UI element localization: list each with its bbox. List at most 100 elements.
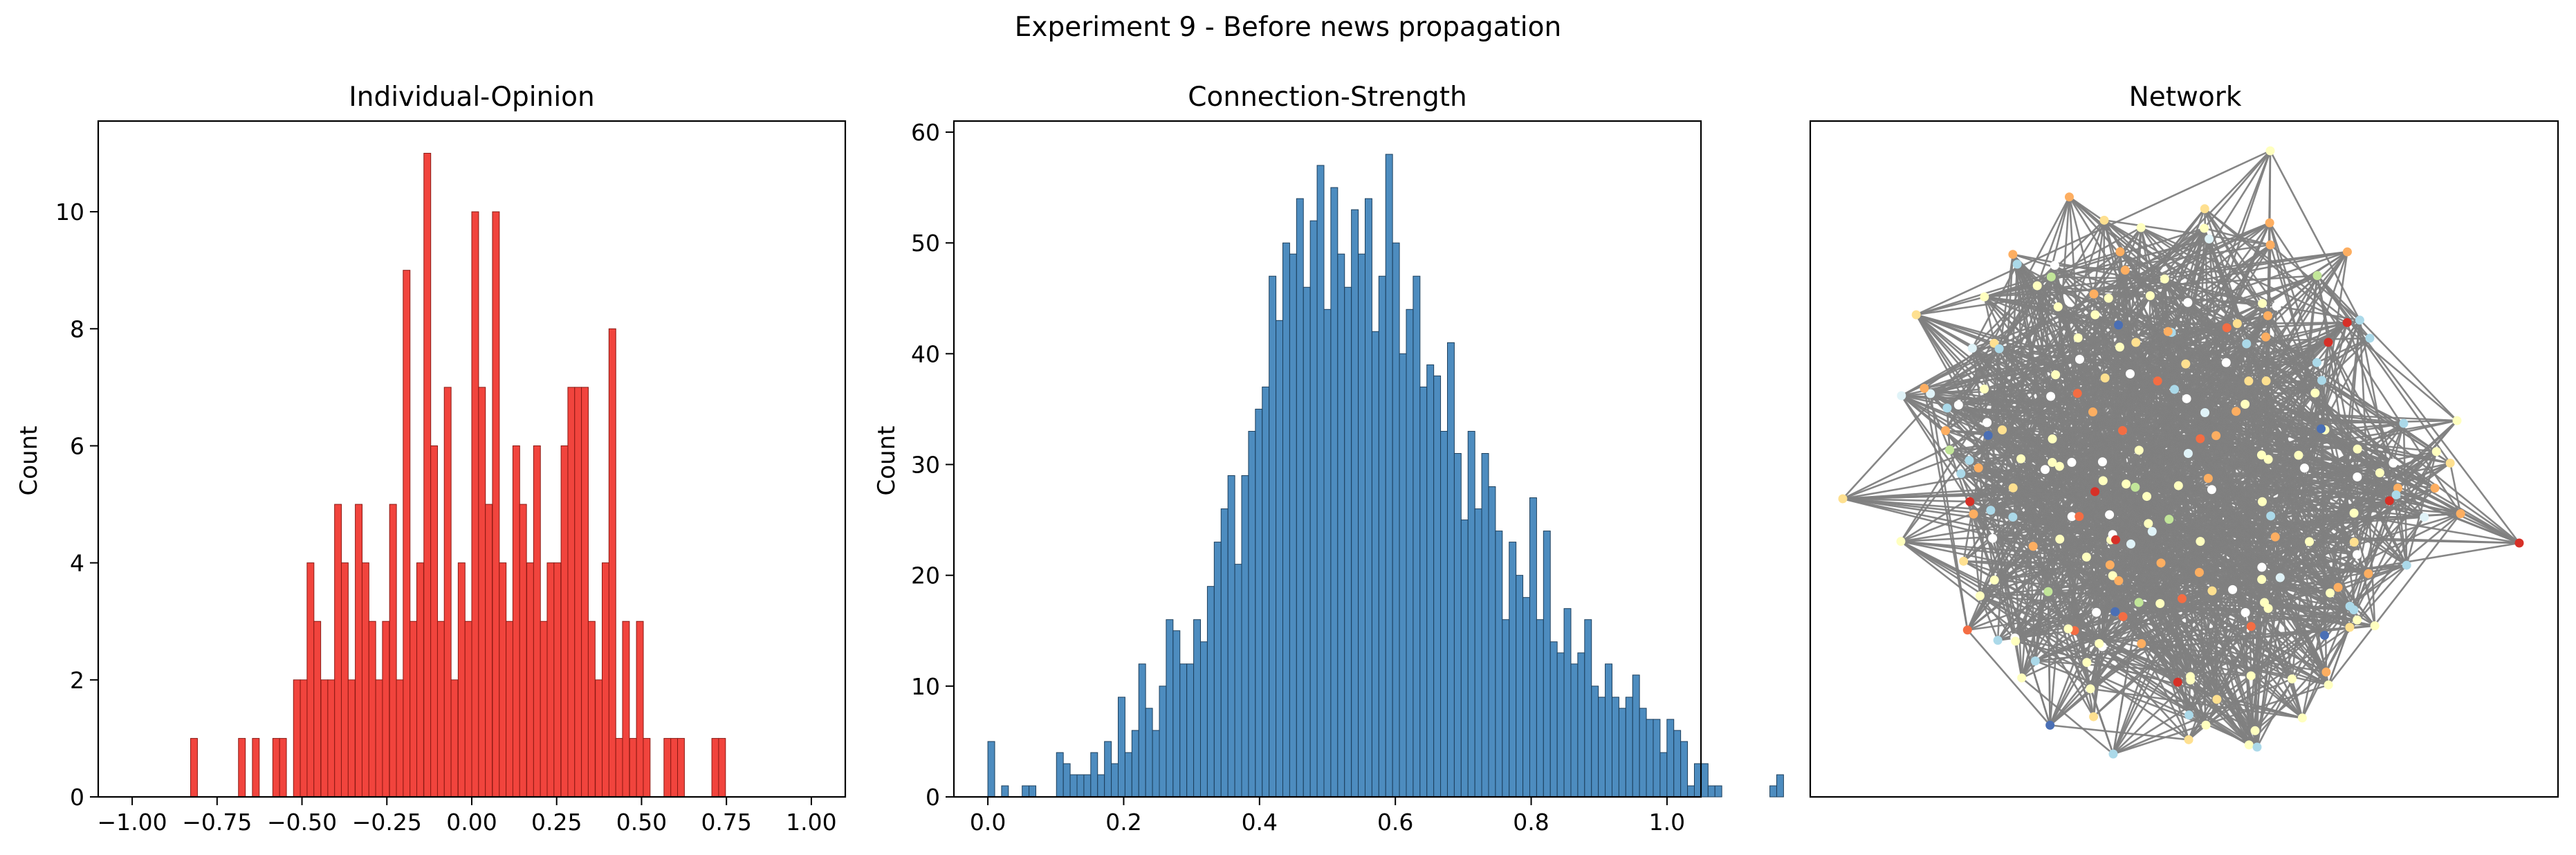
histogram-bars [987, 154, 1784, 798]
network-edge [2269, 150, 2361, 321]
histogram-bar [1262, 386, 1270, 798]
network-edge [2327, 342, 2425, 518]
network-edge [2185, 363, 2397, 496]
network-node [1983, 430, 1993, 440]
network-node [2183, 448, 2193, 458]
network-edge [2016, 264, 2263, 580]
network-node [2294, 450, 2303, 460]
network-node [2420, 513, 2429, 522]
network-edge [2325, 627, 2351, 673]
network-edge [2099, 494, 2397, 645]
network-node [1993, 636, 2003, 645]
histogram-bar [1186, 663, 1195, 798]
network-edge [2353, 420, 2458, 543]
network-node [2207, 485, 2216, 495]
network-node [2353, 472, 2362, 481]
histogram-bar [306, 562, 315, 798]
histogram-bar [1577, 652, 1585, 798]
histogram-bar [1062, 763, 1071, 798]
network-node [2108, 571, 2117, 580]
network-node [2008, 250, 2018, 259]
network-edge [2135, 486, 2355, 611]
network-edge [2247, 536, 2276, 745]
network-edge [1979, 595, 2250, 746]
network-edge [2160, 542, 2520, 605]
histogram-bar [1509, 542, 1517, 798]
histogram-bar [663, 737, 672, 798]
network-edge [1960, 222, 2270, 475]
histogram-bar [1516, 575, 1524, 798]
network-node [2326, 588, 2335, 598]
histogram-bar [629, 737, 637, 798]
network-node [1838, 494, 1848, 504]
network-node [2246, 671, 2256, 681]
histogram-bar [1399, 353, 1407, 798]
histogram-bar [1618, 708, 1626, 798]
histogram-bar [1714, 785, 1722, 798]
histogram-bar [587, 620, 596, 798]
network-edge [2316, 275, 2521, 544]
network-node [1988, 533, 1998, 543]
network-node [2203, 474, 2213, 484]
histogram-bar [1344, 286, 1352, 798]
network-edge [2113, 605, 2350, 755]
histogram-bar [1495, 531, 1503, 798]
histogram-bar [410, 620, 418, 798]
network-node [2200, 408, 2210, 418]
network-node [2228, 585, 2238, 594]
histogram-bar [1316, 165, 1325, 798]
network-edge [2298, 454, 2520, 544]
network-edge [2204, 208, 2331, 594]
network-edges [1842, 149, 2521, 755]
network-node [2155, 598, 2165, 608]
network-node [2345, 623, 2355, 632]
network-edge [2012, 254, 2088, 663]
histogram-bar [506, 620, 513, 798]
y-tick-label: 4 [70, 550, 84, 577]
network-edge [2140, 643, 2190, 740]
histogram-bar [334, 504, 342, 798]
network-node [2353, 615, 2362, 625]
network-node [2186, 675, 2196, 685]
network-node [2389, 458, 2398, 468]
x-tick-label: 1.00 [786, 809, 836, 836]
network-node [1967, 343, 1977, 353]
histogram-bar [403, 270, 411, 798]
network-node [2272, 302, 2281, 311]
network-edge [2016, 263, 2394, 464]
network-node [2345, 601, 2355, 611]
histogram-bar [711, 737, 719, 798]
network-node [1965, 456, 1974, 466]
network-node [1926, 389, 1935, 398]
network-edge [2279, 380, 2323, 578]
network-node [2046, 272, 2056, 282]
network-edge [2247, 567, 2263, 745]
network-node [2017, 673, 2027, 683]
network-edge [2276, 305, 2360, 322]
histogram-bar [1769, 785, 1777, 798]
network-node [2089, 712, 2099, 721]
network-node [2067, 457, 2077, 467]
histogram-bar [1330, 187, 1338, 798]
network-node [2250, 726, 2260, 735]
network-node [1896, 537, 1906, 546]
histogram-bar [1199, 641, 1208, 798]
network-node [1942, 403, 1952, 413]
network-node [1920, 383, 1929, 393]
network-node [2241, 399, 2250, 409]
network-edge [1984, 295, 2227, 329]
network-node [2399, 419, 2409, 428]
network-node [2169, 385, 2179, 394]
network-node [2299, 463, 2309, 473]
network-node [2134, 445, 2144, 455]
network-edge [2047, 327, 2228, 592]
x-axis-ticks: 0.0 0.2 0.4 0.6 0.8 1.0 [970, 797, 1685, 836]
network-node [2173, 481, 2183, 490]
network-node [2364, 569, 2373, 578]
network-node [2160, 274, 2169, 284]
network-edge [1968, 460, 2016, 642]
histogram-bar [1069, 774, 1078, 798]
histogram-bar [677, 737, 685, 798]
network-node [2177, 594, 2187, 603]
y-tick-label: 6 [70, 432, 84, 459]
